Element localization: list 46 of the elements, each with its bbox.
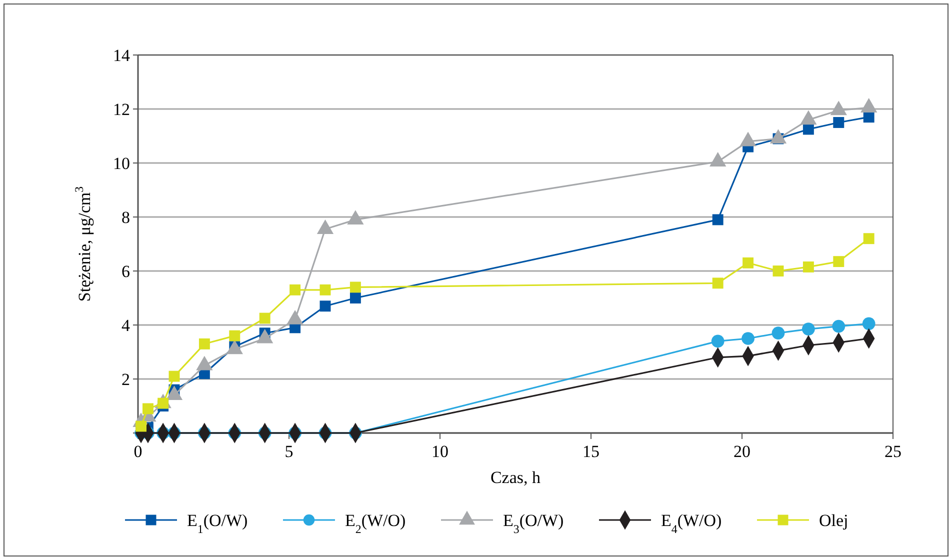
point	[862, 317, 876, 330]
y-tick-label: 6	[122, 262, 130, 281]
legend-label: E$_{2}$(W/O)	[345, 510, 406, 536]
point	[832, 320, 846, 333]
point	[802, 124, 814, 135]
y-tick-label: 8	[122, 208, 130, 227]
point	[350, 292, 361, 304]
point	[802, 261, 814, 272]
y-tick-label: 2	[122, 370, 130, 389]
x-tick-label: 20	[734, 442, 750, 461]
legend-label: Olej	[819, 510, 848, 530]
point	[350, 282, 361, 293]
point	[772, 326, 785, 340]
point	[290, 284, 301, 296]
point	[198, 338, 210, 350]
legend-label: E$_{1}$(O/W)	[187, 510, 248, 536]
point	[863, 112, 874, 123]
x-tick-label: 15	[582, 442, 600, 461]
point	[320, 300, 331, 312]
y-tick-label: 10	[113, 154, 130, 173]
y-tick-label: 4	[122, 316, 130, 335]
point	[712, 214, 724, 226]
point	[168, 370, 180, 382]
legend-label: E$_{3}$(O/W)	[503, 510, 564, 536]
point	[136, 420, 146, 432]
point	[142, 403, 154, 414]
point	[833, 256, 844, 268]
point	[229, 330, 240, 342]
x-tick-label: 10	[432, 442, 448, 461]
point	[712, 278, 724, 289]
x-tick-label: 0	[134, 442, 142, 461]
x-axis-title: Czas, h	[490, 468, 542, 487]
point	[711, 334, 724, 348]
point	[742, 257, 754, 268]
legend-label: E$_{4}$(W/O)	[661, 510, 722, 536]
point	[259, 312, 270, 324]
y-tick-label: 12	[113, 100, 130, 119]
point	[802, 322, 815, 336]
x-tick-label: 25	[884, 442, 902, 461]
point	[863, 233, 874, 244]
x-tick-label: 5	[284, 442, 294, 461]
point	[772, 266, 784, 276]
y-tick-label: 14	[113, 46, 130, 65]
point	[320, 284, 331, 296]
point	[833, 117, 844, 128]
point	[742, 332, 754, 345]
